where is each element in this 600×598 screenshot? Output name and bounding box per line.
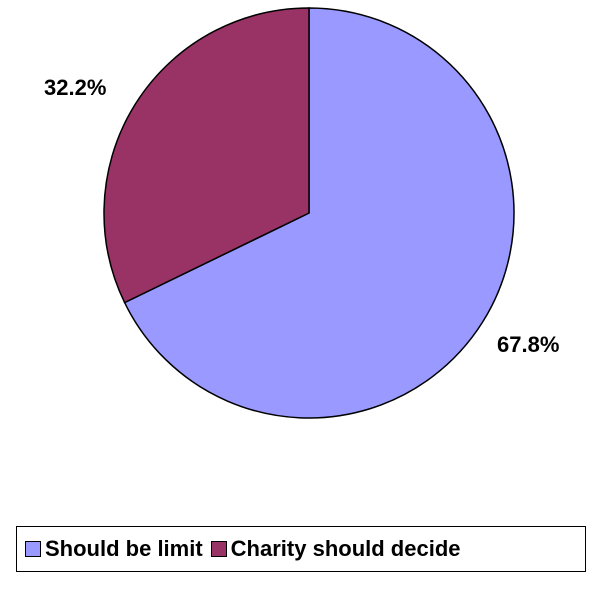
pie-slice-should-be-limit	[123, 7, 515, 419]
legend: Should be limit Charity should decide	[16, 526, 586, 572]
data-label-should-be-limit: 67.8%	[497, 332, 559, 357]
legend-item-should-be-limit: Should be limit	[25, 536, 203, 562]
legend-item-charity-should-decide: Charity should decide	[210, 536, 461, 562]
legend-swatch-should-be-limit	[25, 541, 41, 557]
pie-slice-charity-should-decide	[103, 7, 310, 304]
legend-swatch-charity-should-decide	[210, 541, 227, 557]
legend-label-charity-should-decide: Charity should decide	[230, 536, 461, 561]
data-label-charity-should-decide: 32.2%	[44, 75, 106, 100]
legend-label-should-be-limit: Should be limit	[45, 536, 203, 561]
